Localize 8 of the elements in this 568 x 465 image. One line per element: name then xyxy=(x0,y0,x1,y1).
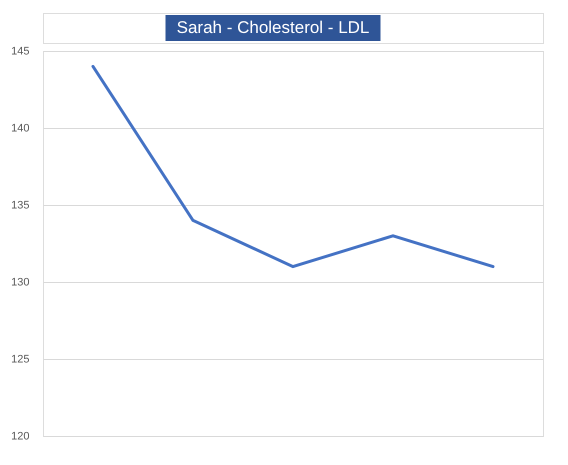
y-tick-label: 135 xyxy=(11,200,30,212)
chart-title: Sarah - Cholesterol - LDL xyxy=(176,18,370,37)
y-tick-label: 120 xyxy=(11,430,30,442)
y-tick-label: 140 xyxy=(11,122,30,134)
y-tick-label: 125 xyxy=(11,354,30,366)
y-tick-label: 145 xyxy=(11,46,30,58)
line-series xyxy=(92,64,494,268)
y-tick-label: 130 xyxy=(11,276,30,288)
